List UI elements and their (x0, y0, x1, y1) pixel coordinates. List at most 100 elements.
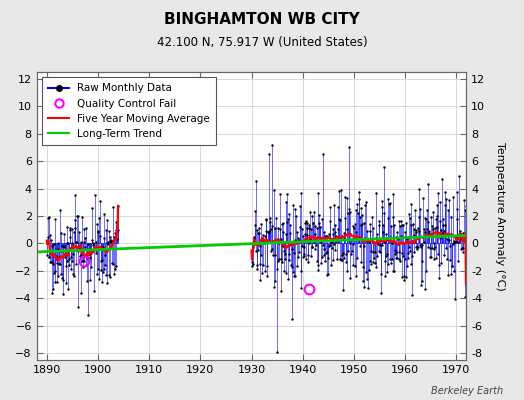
Point (285, 210, 293, 217)
Point (104, 228, 113, 234)
Point (278, 243, 287, 249)
Point (311, 246, 319, 252)
Point (292, 212, 300, 219)
Point (45, 254, 53, 260)
Point (383, 269, 391, 275)
Point (292, 239, 300, 246)
Point (58, 243, 67, 249)
Point (425, 244, 434, 251)
Point (369, 224, 377, 231)
Point (427, 214, 435, 221)
Point (108, 240, 116, 246)
Point (329, 226, 337, 232)
Point (312, 242, 320, 248)
Point (288, 264, 296, 270)
Point (414, 244, 422, 250)
Point (326, 238, 335, 245)
Point (453, 206, 462, 212)
Point (400, 273, 408, 279)
Point (390, 268, 398, 274)
Point (388, 256, 396, 262)
Point (460, 197, 468, 204)
Point (296, 202, 304, 209)
Point (365, 221, 374, 227)
Point (352, 229, 361, 236)
Point (78, 214, 86, 220)
Point (301, 231, 310, 237)
Point (313, 258, 321, 264)
Point (399, 222, 407, 228)
Point (86, 255, 94, 262)
Point (346, 208, 354, 215)
Point (93, 229, 102, 236)
Point (55, 254, 63, 260)
Point (270, 224, 279, 231)
Point (96, 197, 104, 204)
Point (267, 226, 275, 232)
Point (268, 246, 277, 252)
Point (92, 246, 101, 253)
Point (94, 266, 103, 272)
Point (114, 203, 122, 209)
Point (424, 230, 433, 236)
Point (103, 280, 112, 287)
Point (275, 256, 283, 262)
Point (337, 257, 346, 264)
Point (71, 225, 80, 231)
Point (419, 195, 428, 201)
Point (320, 229, 328, 235)
Point (359, 264, 367, 270)
Point (105, 274, 114, 280)
Point (312, 225, 321, 231)
Point (377, 271, 385, 278)
Point (66, 234, 74, 240)
Point (373, 231, 381, 237)
Point (99, 268, 107, 275)
Point (293, 229, 301, 235)
Point (315, 220, 323, 226)
Point (441, 202, 450, 208)
Point (274, 258, 282, 264)
Point (351, 273, 359, 279)
Point (333, 236, 341, 242)
Point (397, 233, 405, 239)
Point (399, 253, 408, 259)
Point (288, 246, 297, 252)
Point (107, 237, 115, 244)
Point (458, 233, 466, 239)
Point (75, 253, 84, 260)
Point (303, 220, 311, 226)
Point (450, 238, 458, 245)
Point (81, 235, 89, 242)
Point (429, 226, 437, 232)
Point (90, 246, 99, 253)
Point (332, 232, 340, 239)
Point (421, 228, 430, 235)
Point (337, 186, 345, 193)
Point (258, 237, 267, 244)
Point (340, 255, 348, 262)
Point (101, 252, 110, 258)
Point (442, 196, 450, 202)
Point (54, 240, 62, 246)
Point (406, 248, 414, 254)
Point (80, 258, 89, 264)
Point (56, 261, 64, 267)
Point (341, 215, 350, 222)
Point (45, 254, 53, 260)
Point (443, 232, 452, 238)
Point (311, 231, 320, 238)
Point (436, 226, 445, 233)
Point (112, 219, 120, 226)
Point (102, 240, 111, 246)
Point (316, 239, 325, 245)
Point (269, 187, 278, 193)
Point (320, 252, 329, 258)
Point (300, 251, 308, 257)
Point (72, 239, 81, 245)
Point (44, 215, 52, 221)
Point (312, 236, 321, 243)
Point (256, 261, 264, 267)
Point (432, 255, 440, 261)
Point (396, 223, 404, 230)
